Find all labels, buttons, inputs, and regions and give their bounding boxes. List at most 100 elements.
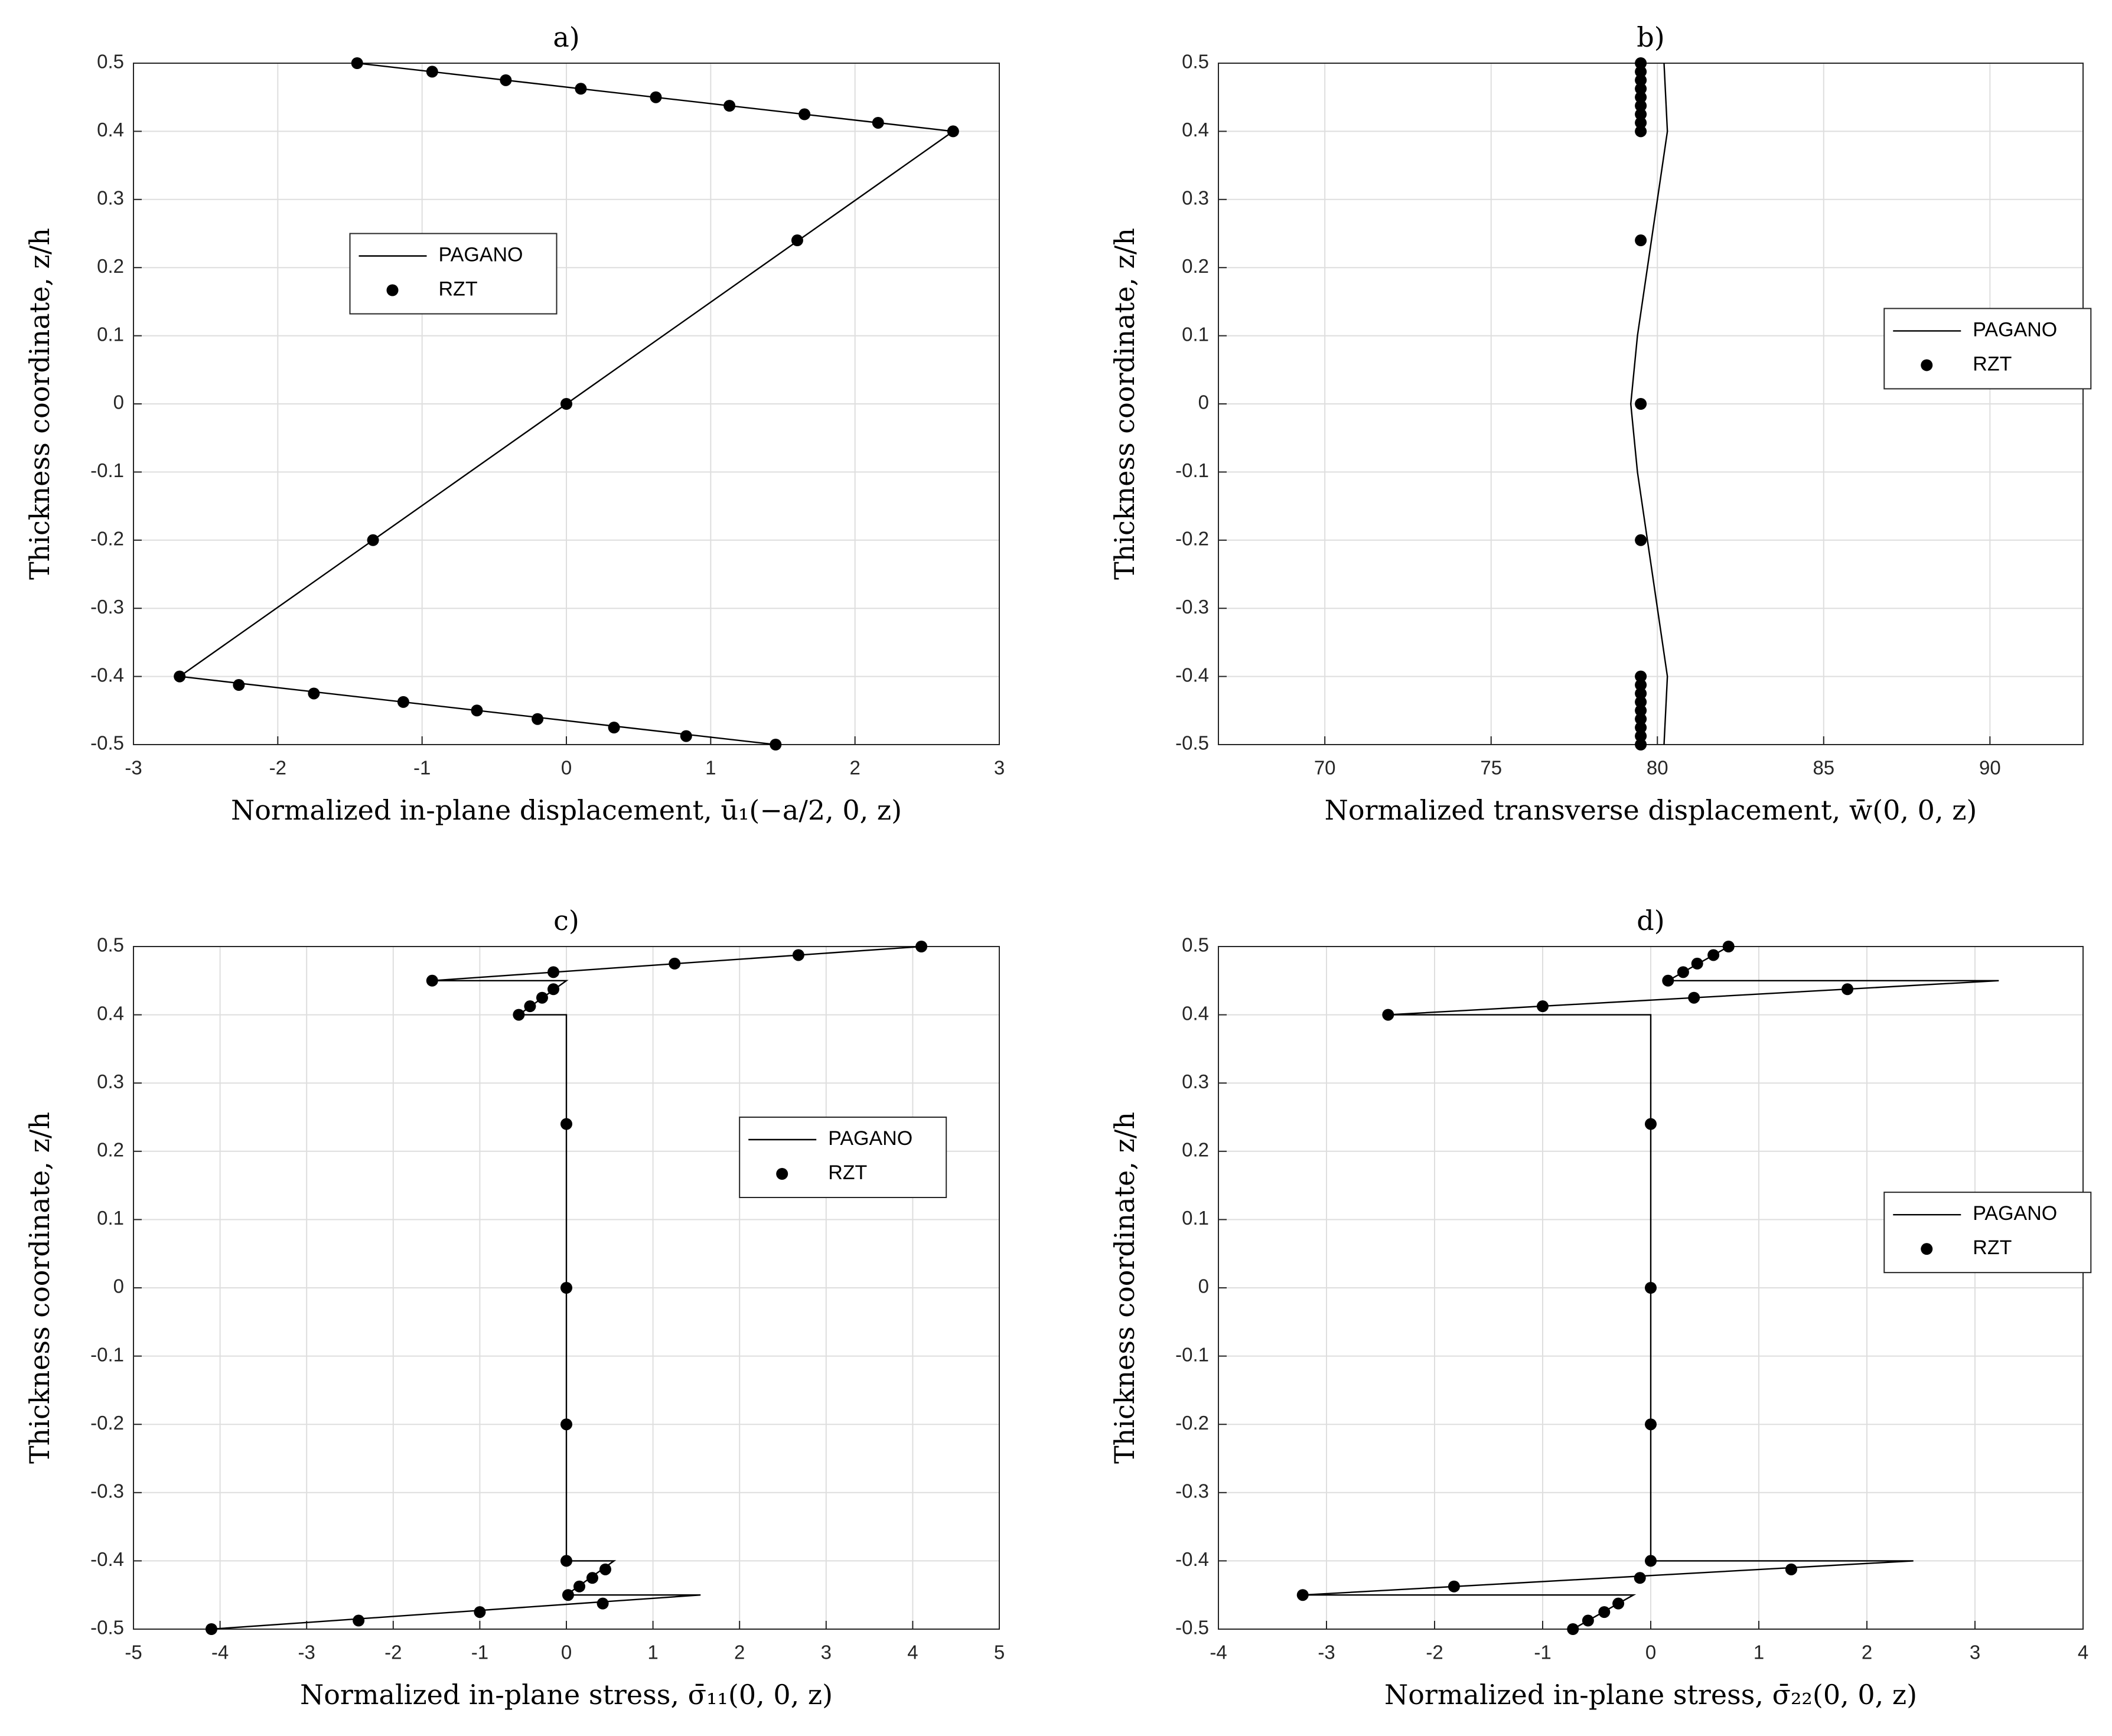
data-point — [1691, 957, 1703, 970]
x-tick-label: -2 — [1426, 1642, 1443, 1663]
data-point — [680, 730, 692, 742]
axes-frame — [133, 946, 1000, 1630]
x-tick-label: 3 — [1970, 1642, 1980, 1663]
chart-title: d) — [1637, 905, 1664, 936]
data-point — [1598, 1606, 1611, 1618]
data-point — [560, 1418, 572, 1431]
y-tick-label: 0 — [1198, 1275, 1209, 1297]
data-point — [233, 679, 245, 691]
y-tick-label: -0.2 — [1175, 1412, 1209, 1434]
legend-label: PAGANO — [439, 243, 523, 266]
y-tick-label: -0.5 — [90, 732, 124, 754]
data-point — [723, 100, 736, 112]
chart-panel: 70 75 80 85 90 -0.5 -0.4 -0.3 -0.2 -0.1 0 0.1 0.2 0.3… — [1109, 21, 2092, 826]
data-point — [915, 941, 928, 952]
y-tick-label: 0.2 — [1182, 255, 1209, 277]
data-point — [397, 696, 409, 708]
data-point — [792, 949, 804, 961]
data-point — [1635, 398, 1647, 410]
y-tick-label: -0.1 — [90, 459, 124, 481]
x-tick-label: -4 — [1210, 1642, 1227, 1663]
x-tick-label: 1 — [705, 757, 716, 779]
data-point — [650, 91, 662, 103]
data-point — [1635, 66, 1647, 78]
y-tick-label: 0.4 — [1182, 1002, 1209, 1024]
data-point — [426, 974, 438, 987]
data-point — [1645, 1282, 1657, 1294]
legend-label: PAGANO — [1973, 1202, 2057, 1225]
y-tick-label: 0.3 — [1182, 1071, 1209, 1092]
x-axis-label: Normalized transverse displacement, w̄(0… — [1325, 794, 1977, 826]
x-tick-label: 0 — [561, 1642, 572, 1663]
line-series — [1629, 63, 1668, 745]
data-point — [500, 74, 512, 86]
data-point — [1662, 974, 1674, 987]
data-point — [1635, 100, 1647, 112]
data-point — [1635, 57, 1647, 69]
legend-label: RZT — [1973, 353, 2012, 375]
y-tick-label: -0.4 — [1175, 1548, 1209, 1570]
legend-label: PAGANO — [1973, 318, 2057, 341]
x-tick-label: 2 — [849, 757, 860, 779]
x-tick-label: 85 — [1813, 757, 1834, 779]
x-tick-label: 75 — [1480, 757, 1502, 779]
data-point — [524, 1000, 536, 1013]
y-tick-label: -0.4 — [90, 664, 124, 686]
x-axis-label: Normalized in-plane stress, σ̄₂₂(0, 0, z… — [1384, 1679, 1917, 1711]
chart-panel: -3 -2 -1 0 1 2 3 -0.5 -0.4 -0.3 -0.2 -0.1 0 0.1 0.2 0.3… — [24, 21, 1005, 826]
legend-swatch — [1921, 1243, 1933, 1255]
y-tick-label: -0.1 — [90, 1343, 124, 1365]
y-tick-label: 0.1 — [97, 323, 124, 345]
data-point — [1635, 687, 1647, 700]
x-tick-label: 1 — [647, 1642, 658, 1663]
x-tick-label: 1 — [1754, 1642, 1764, 1663]
x-tick-label: 4 — [907, 1642, 918, 1663]
y-tick-label: 0.5 — [1182, 51, 1209, 73]
data-point — [1635, 713, 1647, 725]
y-tick-label: 0.3 — [1182, 187, 1209, 209]
y-tick-label: 0.4 — [97, 119, 124, 141]
data-point — [947, 125, 959, 138]
data-point — [1785, 1563, 1797, 1575]
x-tick-label: -3 — [125, 757, 142, 779]
y-tick-label: -0.2 — [90, 528, 124, 550]
x-tick-label: -4 — [211, 1642, 229, 1663]
data-point — [1842, 983, 1854, 996]
y-tick-label: 0.4 — [97, 1002, 124, 1024]
data-point — [1582, 1614, 1594, 1627]
chart-panel: -5 -4 -3 -2 -1 0 1 2 3 4 5 -0.5 -0.4 -0.3 -0.2 -0.1 0 0.1… — [24, 905, 1005, 1711]
data-point — [1635, 116, 1647, 129]
legend-label: RZT — [439, 278, 478, 300]
data-point — [1635, 83, 1647, 95]
legend-box — [1883, 308, 2092, 390]
x-tick-label: -2 — [269, 757, 286, 779]
data-point — [353, 1614, 365, 1627]
legend: PAGANO RZT — [1883, 308, 2092, 390]
data-point — [1634, 1572, 1646, 1584]
y-tick-label: -0.3 — [1175, 596, 1209, 618]
legend-swatch — [386, 284, 399, 296]
y-tick-label: 0 — [113, 1275, 124, 1297]
data-point — [547, 966, 560, 978]
y-tick-label: -0.1 — [1175, 1343, 1209, 1365]
chart-title: c) — [553, 905, 579, 936]
legend-label: RZT — [828, 1161, 867, 1184]
data-point — [1635, 74, 1647, 86]
data-point — [1296, 1589, 1309, 1601]
x-tick-label: 0 — [1645, 1642, 1656, 1663]
y-tick-label: -0.3 — [1175, 1480, 1209, 1502]
data-point — [560, 1555, 572, 1567]
data-point — [547, 983, 560, 996]
x-tick-label: 2 — [734, 1642, 745, 1663]
data-point — [1635, 704, 1647, 717]
x-tick-label: -1 — [413, 757, 431, 779]
x-tick-label: 3 — [994, 757, 1005, 779]
data-point — [1635, 696, 1647, 708]
x-tick-label: -1 — [1534, 1642, 1551, 1663]
legend-swatch — [776, 1168, 788, 1180]
data-point — [599, 1563, 611, 1575]
legend: PAGANO RZT — [739, 1117, 947, 1198]
y-tick-label: -0.2 — [90, 1412, 124, 1434]
y-tick-label: 0.3 — [97, 187, 124, 209]
